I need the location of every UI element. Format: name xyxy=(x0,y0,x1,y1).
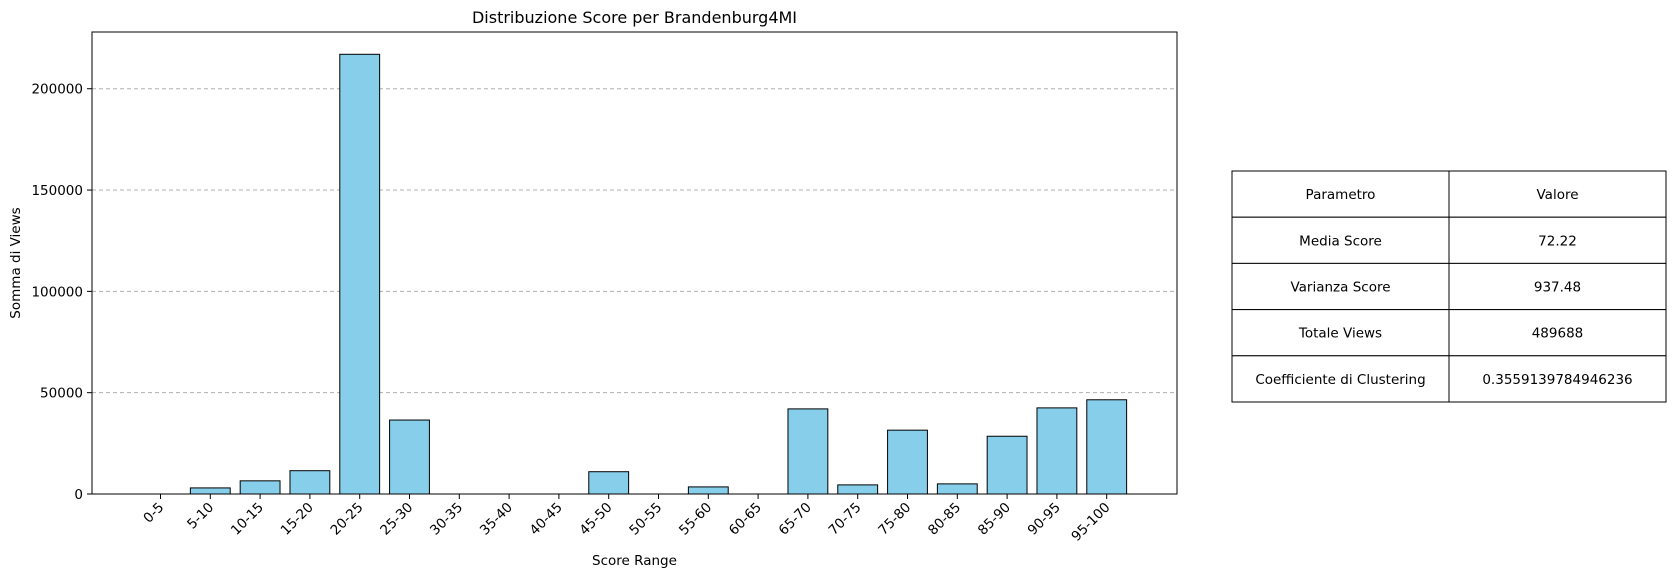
x-tick-label: 80-85 xyxy=(925,500,964,539)
bar-10-15 xyxy=(239,480,281,495)
x-tick-label: 45-50 xyxy=(576,500,615,539)
bar-15-20 xyxy=(289,470,331,495)
bars xyxy=(189,53,1128,495)
bar-20-25 xyxy=(339,53,381,495)
table-cell-label: Coefficiente di Clustering xyxy=(1255,372,1425,388)
bar-95-100 xyxy=(1086,399,1128,495)
table-cell-label: Totale Views xyxy=(1298,326,1382,342)
bar-75-80 xyxy=(887,429,928,495)
x-tick-label: 50-55 xyxy=(626,500,665,539)
x-axis-title: Score Range xyxy=(592,553,677,569)
bar-90-95 xyxy=(1036,407,1078,495)
table-cell xyxy=(1231,262,1450,311)
table-cell xyxy=(1448,262,1667,311)
table-header-label: Parametro xyxy=(1306,187,1376,203)
y-tick-label: 150000 xyxy=(31,183,83,199)
table-cell-label: Varianza Score xyxy=(1290,280,1390,296)
x-tick-label: 0-5 xyxy=(140,500,167,527)
bar-25-30 xyxy=(389,419,430,495)
table-cell xyxy=(1231,170,1450,218)
x-tick-label: 5-10 xyxy=(184,500,217,533)
table-cell xyxy=(1231,216,1450,264)
bar-80-85 xyxy=(936,483,978,495)
table-cell xyxy=(1231,355,1450,403)
table-cell xyxy=(1448,170,1667,218)
x-tick-label: 10-15 xyxy=(228,500,267,539)
table-header-value: Valore xyxy=(1536,187,1578,203)
bar-55-60 xyxy=(687,486,729,495)
stats-table: Parametro Valore Media Score 72.22 Varianza … xyxy=(1231,170,1667,403)
chart-title: Distribuzione Score per Brandenburg4MI xyxy=(472,8,797,27)
bar-65-70 xyxy=(787,408,829,495)
x-tick-label: 85-90 xyxy=(975,500,1014,539)
x-tick-label: 95-100 xyxy=(1068,500,1113,545)
x-tick-label: 60-65 xyxy=(726,500,765,539)
table-cell-label: Media Score xyxy=(1299,233,1382,249)
bar-85-90 xyxy=(986,435,1028,495)
y-tick-label: 200000 xyxy=(31,82,83,98)
grid-lines xyxy=(92,88,1177,394)
x-tick-label: 75-80 xyxy=(875,500,914,539)
x-tick-label: 65-70 xyxy=(776,500,815,539)
x-tick-label: 90-95 xyxy=(1025,500,1064,539)
table-cell-value: 489688 xyxy=(1532,326,1584,342)
table-cell-value: 0.3559139784946236 xyxy=(1482,372,1632,388)
bar-45-50 xyxy=(588,471,630,495)
y-axis-ticks: 0 50000 100000 150000 200000 xyxy=(31,82,92,503)
x-tick-label: 35-40 xyxy=(477,500,516,539)
table-cell xyxy=(1448,355,1667,403)
x-tick-label: 20-25 xyxy=(327,500,366,539)
table-cell xyxy=(1448,309,1667,357)
table-cell-value: 937.48 xyxy=(1534,280,1581,296)
x-axis-ticks: 0-5 5-10 10-15 15-20 20-25 25-30 30-35 35-40 40-… xyxy=(140,494,1114,545)
x-tick-label: 40-45 xyxy=(527,500,566,539)
y-tick-label: 50000 xyxy=(40,386,83,402)
x-tick-label: 25-30 xyxy=(377,500,416,539)
y-tick-label: 100000 xyxy=(31,284,83,300)
x-tick-label: 15-20 xyxy=(278,500,317,539)
bar-5-10 xyxy=(189,487,231,495)
y-axis-title: Somma di Views xyxy=(8,207,24,318)
table-cell xyxy=(1231,309,1450,357)
bar-70-75 xyxy=(837,484,879,495)
x-tick-label: 70-75 xyxy=(825,500,864,539)
table-cell-value: 72.22 xyxy=(1538,233,1577,249)
x-tick-label: 30-35 xyxy=(427,500,466,539)
plot-area-frame xyxy=(91,31,1178,495)
y-tick-label: 0 xyxy=(74,487,83,503)
x-tick-label: 55-60 xyxy=(676,500,715,539)
